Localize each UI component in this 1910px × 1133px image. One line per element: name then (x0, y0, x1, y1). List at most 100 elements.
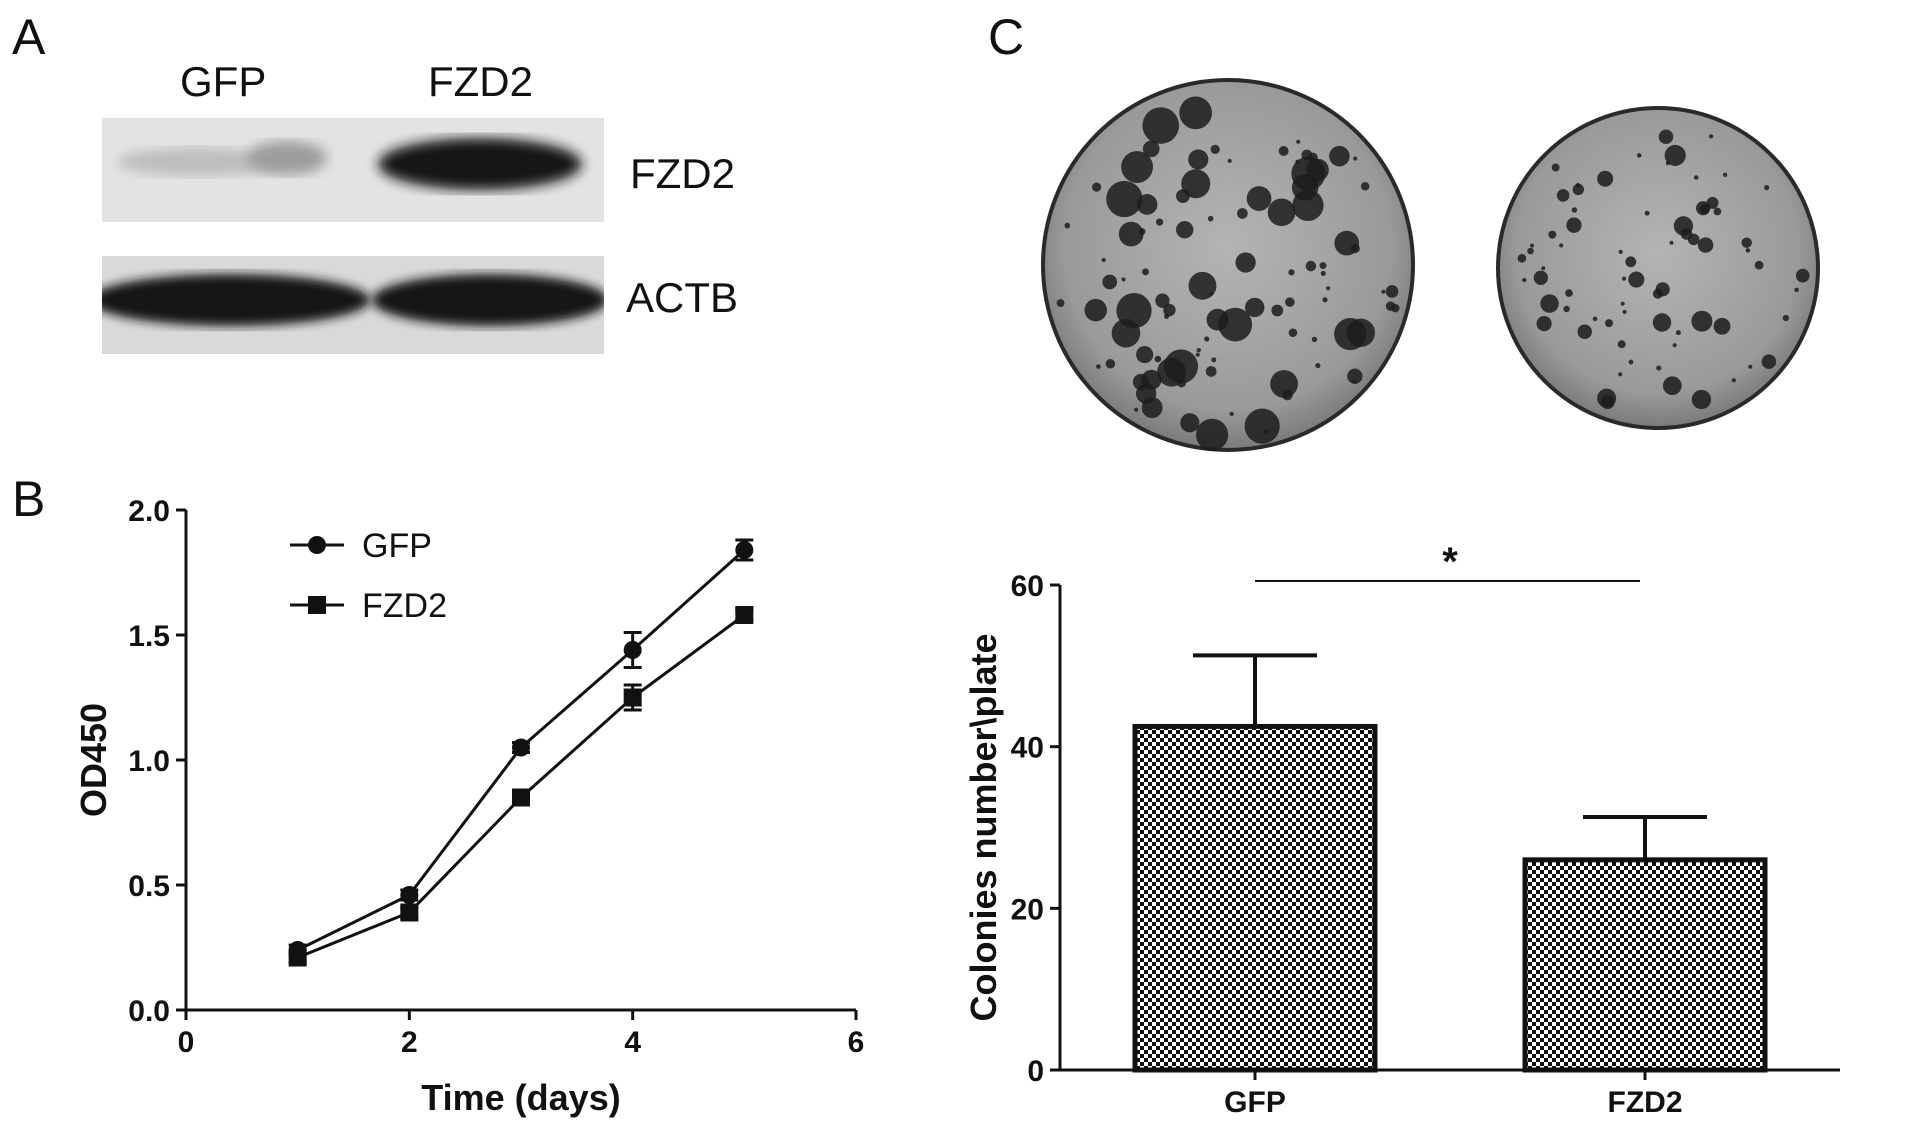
colony-dot (1181, 169, 1211, 199)
colony-dot (1227, 158, 1232, 163)
colony-dot (1764, 184, 1770, 191)
colony-dot (1713, 317, 1731, 335)
colony-dot (1625, 256, 1637, 268)
colony-dot (1794, 287, 1799, 293)
colony-dot (1652, 313, 1672, 332)
colony-dot (1551, 163, 1560, 172)
colony-dot (1311, 336, 1318, 343)
y-axis-title: Colonies number\plate (963, 633, 1004, 1021)
colony-dot (1548, 230, 1557, 239)
colony-dot (1530, 243, 1535, 248)
colony-dot (1722, 172, 1728, 177)
colony-dot (1644, 210, 1650, 216)
x-tick-label: GFP (1224, 1086, 1286, 1119)
data-point-fzd2 (623, 688, 642, 707)
colony-dot (1522, 277, 1527, 283)
colony-dot (1288, 269, 1295, 276)
colony-dot (1102, 274, 1118, 290)
colony-dot (1136, 346, 1154, 364)
colony-dot (1673, 216, 1694, 236)
data-point-gfp (623, 641, 642, 659)
blot-strip-actb (102, 256, 604, 354)
colony-dot (1291, 174, 1319, 201)
colony-dot (1381, 289, 1386, 294)
colony-dot (1536, 315, 1552, 332)
colony-dot (1604, 319, 1614, 328)
colony-dot (1559, 243, 1564, 248)
colony-dot (1188, 149, 1209, 170)
colony-dot (1385, 301, 1396, 311)
colony-dot (1204, 336, 1210, 342)
colony-dot (1628, 359, 1634, 365)
colony-dot (1618, 372, 1623, 377)
colonies-gfp (1056, 96, 1400, 451)
colony-dot (1517, 254, 1527, 263)
x-tick-label: 0 (178, 1026, 195, 1059)
significance-marker: * (1442, 540, 1458, 584)
colony-dot (1244, 408, 1280, 444)
colony-dot (1320, 270, 1326, 277)
colony-dot (1592, 316, 1598, 322)
colony-dot (1164, 349, 1199, 384)
colony-dot (1195, 352, 1200, 357)
lane-label-gfp: GFP (180, 58, 267, 105)
colony-dot (1699, 203, 1710, 214)
colony-dot (1571, 207, 1578, 213)
colony-dot (1142, 107, 1180, 144)
blot-fzd2-image (102, 118, 604, 222)
x-axis-title: Time (days) (421, 1077, 620, 1118)
colony-dot (1691, 310, 1713, 332)
blot-actb-image (102, 256, 604, 354)
colony-dot (1196, 347, 1201, 353)
band-gfp-fzd2 (117, 148, 277, 176)
colony-dot (1278, 146, 1289, 157)
colony-dot (1092, 182, 1102, 192)
colony-dot (1163, 303, 1176, 317)
colony-dot (1207, 215, 1214, 222)
legend-marker (308, 536, 326, 554)
colony-dot (1205, 366, 1217, 377)
colony-dot (1138, 228, 1146, 235)
colony-dot (1180, 413, 1200, 433)
colony-dot (1285, 297, 1295, 307)
colony-dot (1106, 180, 1143, 218)
colony-dot (1206, 308, 1229, 331)
colony-dot (1618, 249, 1623, 255)
colony-dot (1662, 376, 1682, 396)
colony-dot (1334, 317, 1367, 351)
colony-dot (1155, 218, 1164, 226)
colony-dot (1322, 297, 1328, 303)
x-tick-label: 4 (624, 1026, 641, 1059)
colony-dot (1121, 277, 1126, 282)
data-point-fzd2 (512, 788, 530, 807)
colony-dot (1741, 237, 1752, 248)
growth-line-chart: 0.0 0.5 1.0 1.5 2.0 0 2 4 6 Time (days) OD450 GFP FZ… (73, 495, 864, 1118)
data-point-fzd2 (735, 606, 754, 624)
y-tick-label: 40 (1011, 732, 1044, 765)
colony-dot (1295, 159, 1300, 164)
colony-dot (1136, 194, 1158, 215)
colony-dot (1617, 340, 1626, 349)
colony-dot (1669, 240, 1674, 245)
colony-dot (1620, 301, 1625, 306)
colony-dot (1597, 388, 1617, 408)
colony-dot (1556, 189, 1570, 202)
x-tick-label: 2 (401, 1026, 418, 1059)
panel-label-a: A (12, 9, 46, 65)
colony-dot (1360, 181, 1370, 191)
colony-dot (1761, 354, 1777, 369)
colony-dot (1655, 282, 1670, 297)
y-tick-label: 0.0 (128, 995, 170, 1028)
legend-marker (308, 596, 326, 614)
colony-dot (1155, 293, 1170, 308)
colony-dot (1154, 355, 1162, 363)
colony-dot (1385, 285, 1399, 298)
colony-dot (1566, 217, 1582, 233)
colony-dot (1084, 298, 1107, 322)
colony-dot (1672, 343, 1677, 348)
colony-dot (1118, 221, 1144, 247)
data-point-gfp (512, 738, 530, 757)
y-tick-label: 2.0 (128, 495, 170, 528)
colony-dot (1675, 330, 1681, 336)
